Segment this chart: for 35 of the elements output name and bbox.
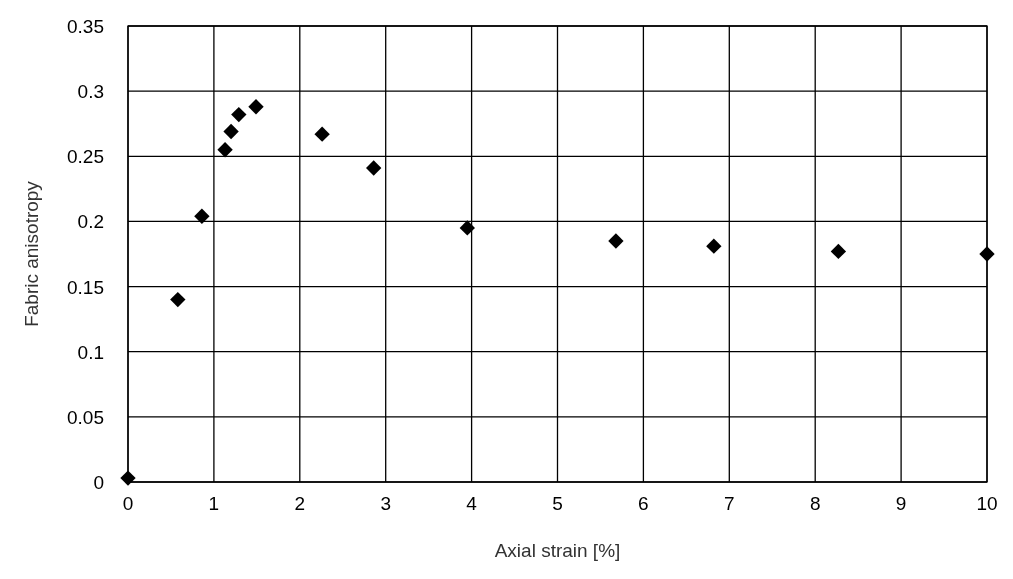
x-tick-label: 10 [976, 493, 998, 514]
x-tick-label: 0 [122, 493, 134, 514]
point [706, 238, 722, 254]
point [223, 123, 239, 140]
point [217, 142, 233, 158]
point [830, 243, 847, 260]
x-tick-label: 1 [208, 493, 220, 514]
point [314, 126, 330, 142]
x-tick-label: 9 [895, 493, 907, 514]
x-axis-title: Axial strain [%] [494, 540, 621, 561]
y-tick-label: 0.2 [77, 211, 104, 233]
point [979, 246, 995, 262]
point [120, 470, 136, 486]
point [248, 99, 264, 115]
y-tick-label: 0.1 [77, 341, 104, 363]
y-tick-label: 0.3 [77, 81, 104, 103]
x-tick-label: 3 [380, 493, 391, 514]
point [366, 160, 382, 176]
y-tick-label: 0.35 [67, 16, 104, 37]
x-tick-label: 5 [552, 493, 563, 514]
point [170, 291, 186, 308]
point [608, 233, 624, 249]
point [459, 220, 475, 236]
x-tick-label: 4 [466, 493, 478, 514]
x-tick-label: 8 [809, 493, 821, 514]
x-tick-label: 2 [294, 493, 306, 514]
point [231, 106, 247, 123]
y-tick-label: 0 [93, 472, 104, 493]
y-tick-label: 0.15 [67, 276, 104, 298]
y-tick-label: 0.25 [67, 146, 104, 168]
x-tick-label: 6 [638, 493, 649, 514]
point [194, 208, 210, 224]
x-tick-label: 7 [724, 493, 735, 514]
y-axis-title: Fabric anisotropy [21, 180, 42, 327]
y-tick-label: 0.05 [67, 406, 104, 428]
